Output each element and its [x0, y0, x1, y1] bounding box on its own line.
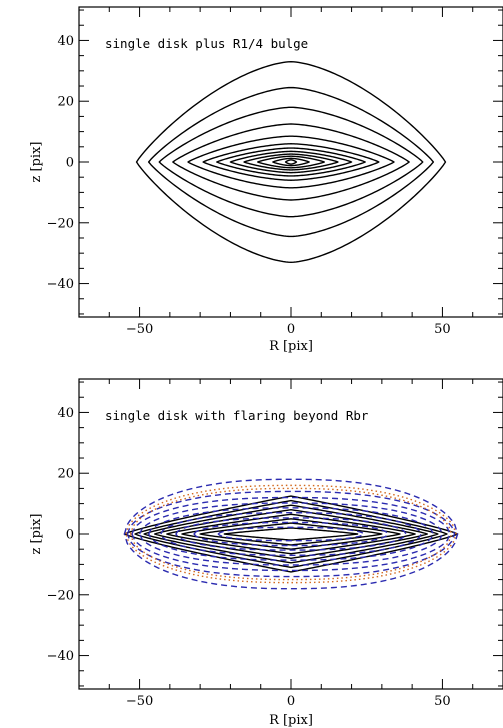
contour-solid: [223, 527, 359, 541]
x-axis-label: R [pix]: [269, 339, 313, 354]
contour-solid: [172, 123, 410, 201]
contour-solid: [229, 150, 353, 174]
contour-solid: [187, 135, 395, 189]
contour-dashed: [193, 521, 389, 547]
contour-dashed: [131, 496, 451, 572]
plot-frame: [78, 6, 503, 318]
x-tick-label: 50: [434, 322, 451, 337]
contour-set: [123, 478, 459, 590]
y-tick-label: 20: [57, 467, 74, 482]
contour-solid: [272, 157, 310, 167]
tick-marks: [79, 7, 503, 317]
y-axis-label: z [pix]: [29, 142, 44, 183]
contour-solid: [199, 522, 383, 546]
contour-set: [135, 61, 447, 263]
y-tick-label: −40: [47, 277, 74, 292]
contour-dotted: [125, 484, 457, 584]
contour-dashed: [160, 512, 422, 556]
x-tick-label: 0: [287, 322, 295, 337]
contour-solid: [158, 106, 424, 218]
contour-dashed: [217, 526, 365, 542]
y-tick-label: −20: [47, 216, 74, 231]
contour-dashed: [147, 507, 435, 561]
x-tick-label: 0: [287, 694, 295, 709]
contour-solid: [154, 508, 428, 560]
panel-bottom: −50 0 50 −40 −20 0 20 40 single disk with flari…: [29, 378, 503, 728]
contour-dashed: [126, 490, 456, 578]
contour-solid: [216, 147, 366, 177]
contour-solid: [256, 155, 326, 169]
contour-solid: [166, 513, 416, 555]
y-tick-label: −40: [47, 649, 74, 664]
x-tick-label: −50: [126, 694, 153, 709]
x-tick-label: −50: [126, 322, 153, 337]
y-tick-label: 20: [57, 95, 74, 110]
contour-solid: [202, 143, 380, 181]
x-tick-label: 50: [434, 694, 451, 709]
y-tick-label: 0: [66, 528, 74, 543]
contour-dashed: [123, 478, 459, 590]
y-tick-label: 40: [57, 406, 74, 421]
plot-frame: [78, 378, 503, 690]
y-tick-label: 0: [66, 156, 74, 171]
panel-title: single disk plus R1/4 bulge: [105, 36, 308, 51]
contour-solid: [147, 86, 435, 238]
panel-title: single disk with flaring beyond Rbr: [105, 408, 369, 423]
contour-solid: [284, 159, 298, 165]
tick-labels: −50 0 50 −40 −20 0 20 40: [47, 406, 451, 709]
contour-solid: [243, 153, 339, 171]
panel-top: −50 0 50 −40 −20 0 20 40 single disk plus R1/4 …: [29, 6, 503, 354]
tick-marks: [79, 379, 503, 689]
y-tick-label: 40: [57, 34, 74, 49]
y-axis-label: z [pix]: [29, 514, 44, 555]
contour-solid: [134, 499, 448, 569]
x-axis-label: R [pix]: [269, 713, 313, 728]
contour-solid: [135, 61, 447, 263]
tick-labels: −50 0 50 −40 −20 0 20 40: [47, 34, 451, 337]
y-tick-label: −20: [47, 588, 74, 603]
contour-dashed: [175, 517, 407, 551]
